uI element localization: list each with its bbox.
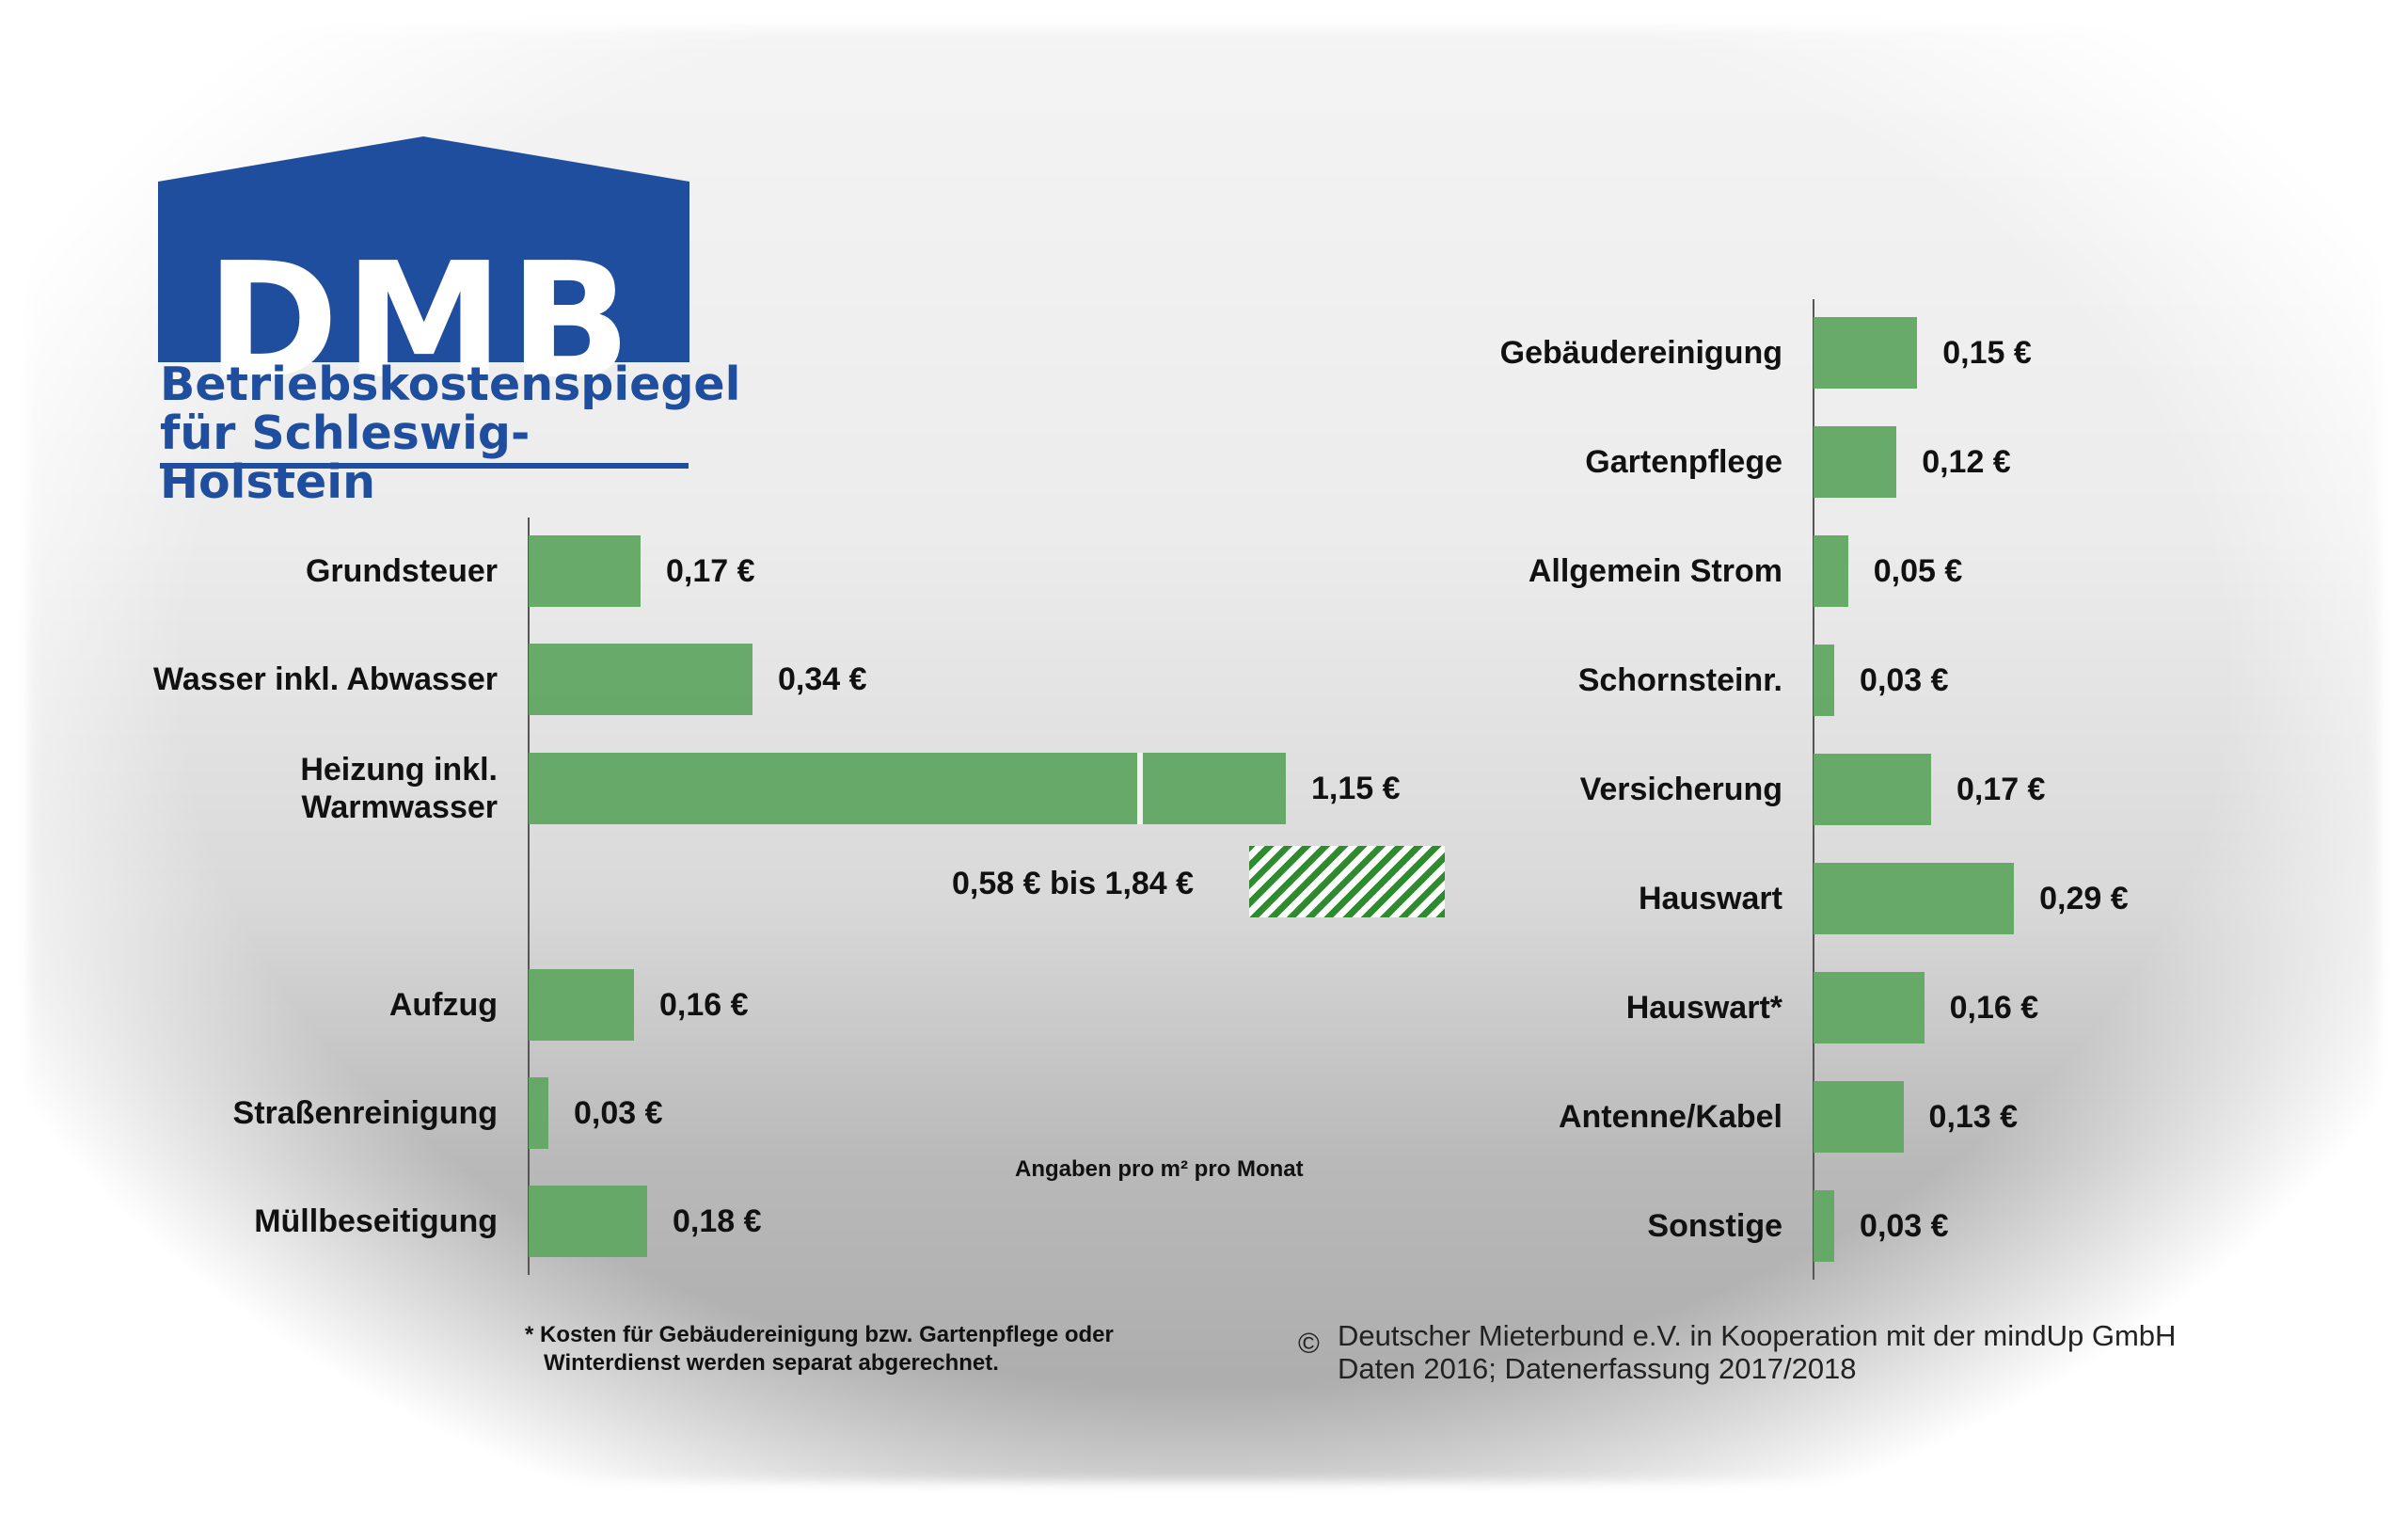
chart-bar	[1814, 645, 1835, 716]
chart-bar	[529, 535, 641, 607]
chart-bar	[1814, 426, 1897, 498]
chart-value-label: 0,18 €	[673, 1203, 762, 1239]
chart-bar	[529, 753, 1286, 824]
chart-category-label: Gartenpflege	[1585, 444, 1782, 480]
range-annotation-label: 0,58 € bis 1,84 €	[952, 866, 1195, 901]
copyright-line1: Deutscher Mieterbund e.V. in Kooperation…	[1338, 1319, 2177, 1352]
chart-category-label: Müllbeseitigung	[254, 1203, 498, 1239]
chart-category-label: Schornsteinr.	[1577, 662, 1782, 698]
chart-value-label: 0,03 €	[1860, 662, 1949, 698]
range-annotation-hatch	[1249, 846, 1445, 917]
chart-value-label: 0,05 €	[1873, 553, 1963, 589]
chart-value-label: 0,34 €	[778, 661, 867, 697]
chart-category-label: Grundsteuer	[305, 553, 498, 589]
logo-mark-text: DMB	[206, 229, 637, 415]
chart-category-label: Wasser inkl. Abwasser	[153, 661, 498, 697]
chart-value-label: 0,13 €	[1928, 1099, 2019, 1135]
copyright-text: Deutscher Mieterbund e.V. in Kooperation…	[1338, 1319, 2176, 1385]
chart-axis	[528, 518, 530, 1275]
chart-value-label: 0,17 €	[666, 553, 755, 589]
chart-value-label: 0,16 €	[1949, 990, 2039, 1026]
copyright-line2: Daten 2016; Datenerfassung 2017/2018	[1338, 1352, 1857, 1385]
units-note: Angaben pro m² pro Monat	[1015, 1156, 1304, 1182]
chart-category-label: Aufzug	[388, 987, 498, 1023]
chart-bar	[1814, 317, 1918, 389]
chart-value-label: 0,03 €	[574, 1095, 663, 1131]
chart-bar	[529, 1186, 647, 1257]
chart-category-label: Hauswart	[1638, 881, 1782, 916]
dmb-logo: DMB Betriebskostenspiegel für Schleswig-…	[158, 136, 740, 507]
chart-bar	[1814, 863, 2015, 934]
chart-value-label: 0,16 €	[659, 987, 749, 1023]
chart-category-label: Versicherung	[1579, 772, 1782, 807]
chart-category-label: Heizung inkl. Warmwasser	[300, 752, 498, 825]
chart-bar	[529, 1077, 548, 1149]
chart-category-label: Antenne/Kabel	[1558, 1099, 1782, 1135]
copyright-symbol: ©	[1298, 1327, 1320, 1360]
chart-bar	[1814, 1081, 1904, 1153]
heating-bar-divider	[1137, 753, 1143, 824]
chart-bar	[529, 644, 752, 715]
chart-value-label: 0,03 €	[1860, 1208, 1949, 1244]
chart-category-label: Allgemein Strom	[1528, 553, 1782, 589]
chart-category-label: Hauswart*	[1625, 990, 1782, 1026]
chart-bar	[1814, 754, 1931, 825]
chart-value-label: 0,17 €	[1956, 772, 2046, 807]
chart-value-label: 0,29 €	[2039, 881, 2129, 916]
chart-bar	[1814, 535, 1848, 607]
chart-value-label: 0,12 €	[1922, 444, 2011, 480]
chart-category-label: Straßenreinigung	[232, 1095, 498, 1131]
footnote: * Kosten für Gebäudereinigung bzw. Garte…	[525, 1322, 1114, 1376]
chart-bar	[1814, 1190, 1835, 1262]
logo-subtitle-line1: Betriebskostenspiegel	[160, 358, 741, 411]
logo-house-shape	[158, 136, 689, 362]
chart-value-label: 0,15 €	[1942, 335, 2032, 371]
logo-underline	[160, 463, 689, 469]
logo-subtitle-line2: für Schleswig-Holstein	[160, 406, 531, 509]
chart-bar	[1814, 972, 1925, 1043]
chart-value-label: 1,15 €	[1311, 771, 1401, 806]
chart-category-label: Gebäudereinigung	[1499, 335, 1782, 371]
chart-bar	[529, 969, 634, 1041]
logo-subtitle: Betriebskostenspiegel für Schleswig-Hols…	[160, 358, 741, 509]
chart-category-label: Sonstige	[1647, 1208, 1782, 1244]
